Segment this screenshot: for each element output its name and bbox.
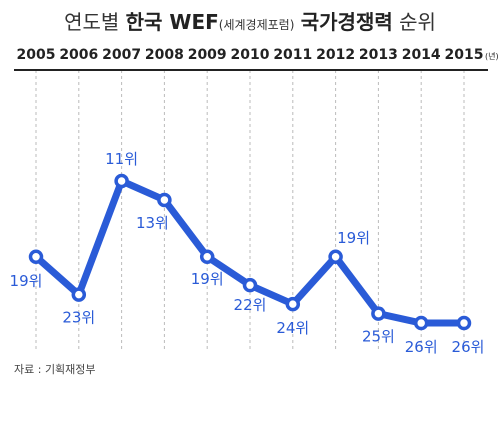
source-note: 자료 : 기획재정부 xyxy=(14,363,96,376)
x-axis-unit: (년) xyxy=(485,51,499,61)
x-tick-label-2009: 2009 xyxy=(188,47,227,63)
data-point-2005 xyxy=(28,249,44,265)
data-point-2011 xyxy=(285,296,301,312)
data-label-2006: 23위 xyxy=(62,309,95,327)
title-part-competitiveness: 국가경쟁력 xyxy=(300,10,393,34)
data-label-2011: 24위 xyxy=(276,319,309,337)
data-label-2012: 19위 xyxy=(337,229,370,247)
data-label-2010: 22위 xyxy=(234,296,267,314)
x-tick-label-2008: 2008 xyxy=(145,47,184,63)
x-tick-label-2007: 2007 xyxy=(102,47,141,63)
data-point-2007 xyxy=(114,173,129,189)
data-point-2015 xyxy=(456,315,472,331)
x-tick-label-2010: 2010 xyxy=(231,47,270,63)
x-tick-label-2015: 2015 xyxy=(445,47,484,63)
x-tick-label-2013: 2013 xyxy=(359,47,398,63)
data-point-2014 xyxy=(413,315,429,331)
x-tick-label-2014: 2014 xyxy=(402,47,441,63)
data-label-2005: 19위 xyxy=(10,272,43,290)
data-label-2008: 13위 xyxy=(136,214,169,232)
title-part-rank: 순위 xyxy=(399,10,436,34)
x-tick-label-2006: 2006 xyxy=(59,47,98,63)
x-tick-label-2012: 2012 xyxy=(316,47,355,63)
x-tick-label-2011: 2011 xyxy=(273,47,312,63)
title-part-year: 연도별 xyxy=(64,10,120,34)
data-label-2009: 19위 xyxy=(191,270,224,288)
data-point-2013 xyxy=(371,306,386,321)
data-point-2006 xyxy=(71,287,87,302)
title-part-wef-full: (세계경제포럼) xyxy=(218,18,295,32)
data-label-2015: 26위 xyxy=(452,338,485,356)
chart-title: 연도별 한국 WEF(세계경제포럼) 국가경쟁력 순위 xyxy=(0,6,500,35)
data-label-2007: 11위 xyxy=(105,150,138,168)
data-point-2010 xyxy=(242,277,258,293)
data-point-2012 xyxy=(328,249,343,265)
title-part-korea-wef: 한국 WEF xyxy=(125,10,219,34)
x-tick-label-2005: 2005 xyxy=(17,47,56,63)
data-point-2008 xyxy=(157,192,172,208)
data-point-2009 xyxy=(199,249,215,265)
data-label-2014: 26위 xyxy=(405,338,438,356)
data-label-2013: 25위 xyxy=(362,328,395,346)
